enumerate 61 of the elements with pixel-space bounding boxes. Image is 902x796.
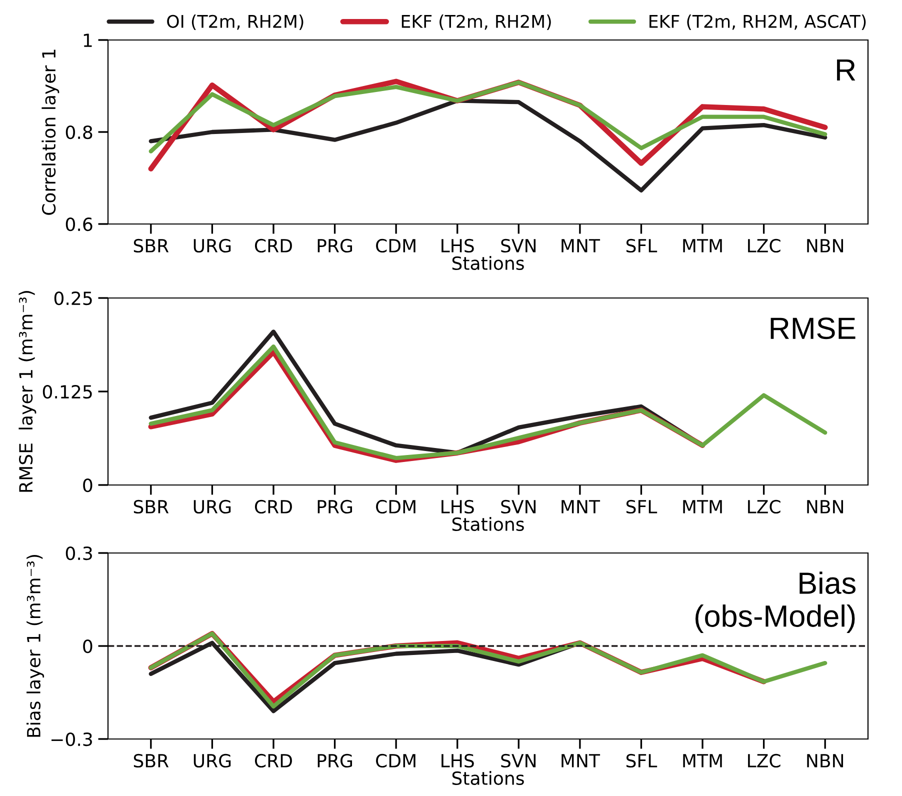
x-tick-label: NBN xyxy=(807,239,844,252)
x-tick-label: LHS xyxy=(442,754,474,768)
annotation: Bias (obs-Model) xyxy=(695,572,856,633)
y-tick-label: 0.6 xyxy=(66,217,92,232)
x-tick-label: SBR xyxy=(134,500,169,514)
x-tick-label: MTM xyxy=(683,754,722,768)
x-tick-label: CDM xyxy=(376,754,416,768)
y-tick-label: 1 xyxy=(84,34,92,47)
x-tick-label: MNT xyxy=(562,754,600,768)
annotation: RMSE xyxy=(770,318,856,340)
x-axis-title: Stations xyxy=(452,517,524,532)
line-series xyxy=(148,80,828,154)
x-tick-label: SVN xyxy=(501,238,536,253)
x-tick-label: SVN xyxy=(501,754,536,768)
x-tick-label: MTM xyxy=(683,500,722,514)
x-tick-label: CDM xyxy=(376,500,416,514)
x-tick-label: PRG xyxy=(318,754,352,768)
x-tick-label: LZC xyxy=(748,238,780,253)
x-tick-label: NBN xyxy=(807,754,844,768)
x-axis-title: Stations xyxy=(452,256,524,270)
x-tick-label: LZC xyxy=(748,500,780,514)
x-tick-label: SFL xyxy=(626,754,658,768)
line-series xyxy=(148,98,828,193)
x-tick-label: MTM xyxy=(683,239,722,252)
x-tick-label: CRD xyxy=(254,238,292,253)
legend-label: EKF (T2m, RH2M, ASCAT) xyxy=(650,14,866,30)
y-tick-label: −0.3 xyxy=(51,732,92,746)
x-tick-label: SFL xyxy=(626,500,658,514)
y-axis-title: RMSE layer 1 (m³m⁻³) xyxy=(18,291,36,492)
y-axis-title: Bias layer 1 (m³m⁻³) xyxy=(26,554,44,737)
x-tick-label: CRD xyxy=(254,500,292,514)
y-tick-label: 0 xyxy=(83,639,92,654)
x-tick-label: PRG xyxy=(318,238,352,253)
x-tick-label: URG xyxy=(194,238,231,253)
x-tick-label: SBR xyxy=(134,238,169,253)
legend-label: OI (T2m, RH2M) xyxy=(167,14,304,30)
x-tick-label: LHS xyxy=(442,500,474,514)
x-tick-label: URG xyxy=(194,500,231,514)
y-tick-label: 0 xyxy=(83,478,92,492)
x-tick-label: SVN xyxy=(501,500,536,514)
annotation: R xyxy=(837,60,856,81)
line-series xyxy=(148,632,828,709)
line-series xyxy=(148,344,828,460)
x-tick-label: NBN xyxy=(807,500,844,514)
y-tick-label: 0.25 xyxy=(54,291,92,306)
x-tick-label: SBR xyxy=(134,754,169,768)
x-tick-label: LZC xyxy=(748,754,780,768)
x-tick-label: MNT xyxy=(562,500,600,514)
y-axis-title: Correlation layer 1 xyxy=(42,50,60,215)
y-tick-label: 0.3 xyxy=(66,546,92,560)
x-tick-label: SFL xyxy=(626,238,658,253)
x-tick-label: PRG xyxy=(318,500,352,514)
y-tick-label: 0.125 xyxy=(42,384,92,399)
x-tick-label: LHS xyxy=(442,238,474,253)
x-tick-label: CDM xyxy=(376,238,416,253)
y-tick-label: 0.8 xyxy=(66,125,92,140)
x-tick-label: MNT xyxy=(562,239,600,252)
x-tick-label: URG xyxy=(194,754,231,768)
x-tick-label: CRD xyxy=(254,754,292,768)
legend-label: EKF (T2m, RH2M) xyxy=(402,14,551,30)
x-axis-title: Stations xyxy=(452,771,524,786)
